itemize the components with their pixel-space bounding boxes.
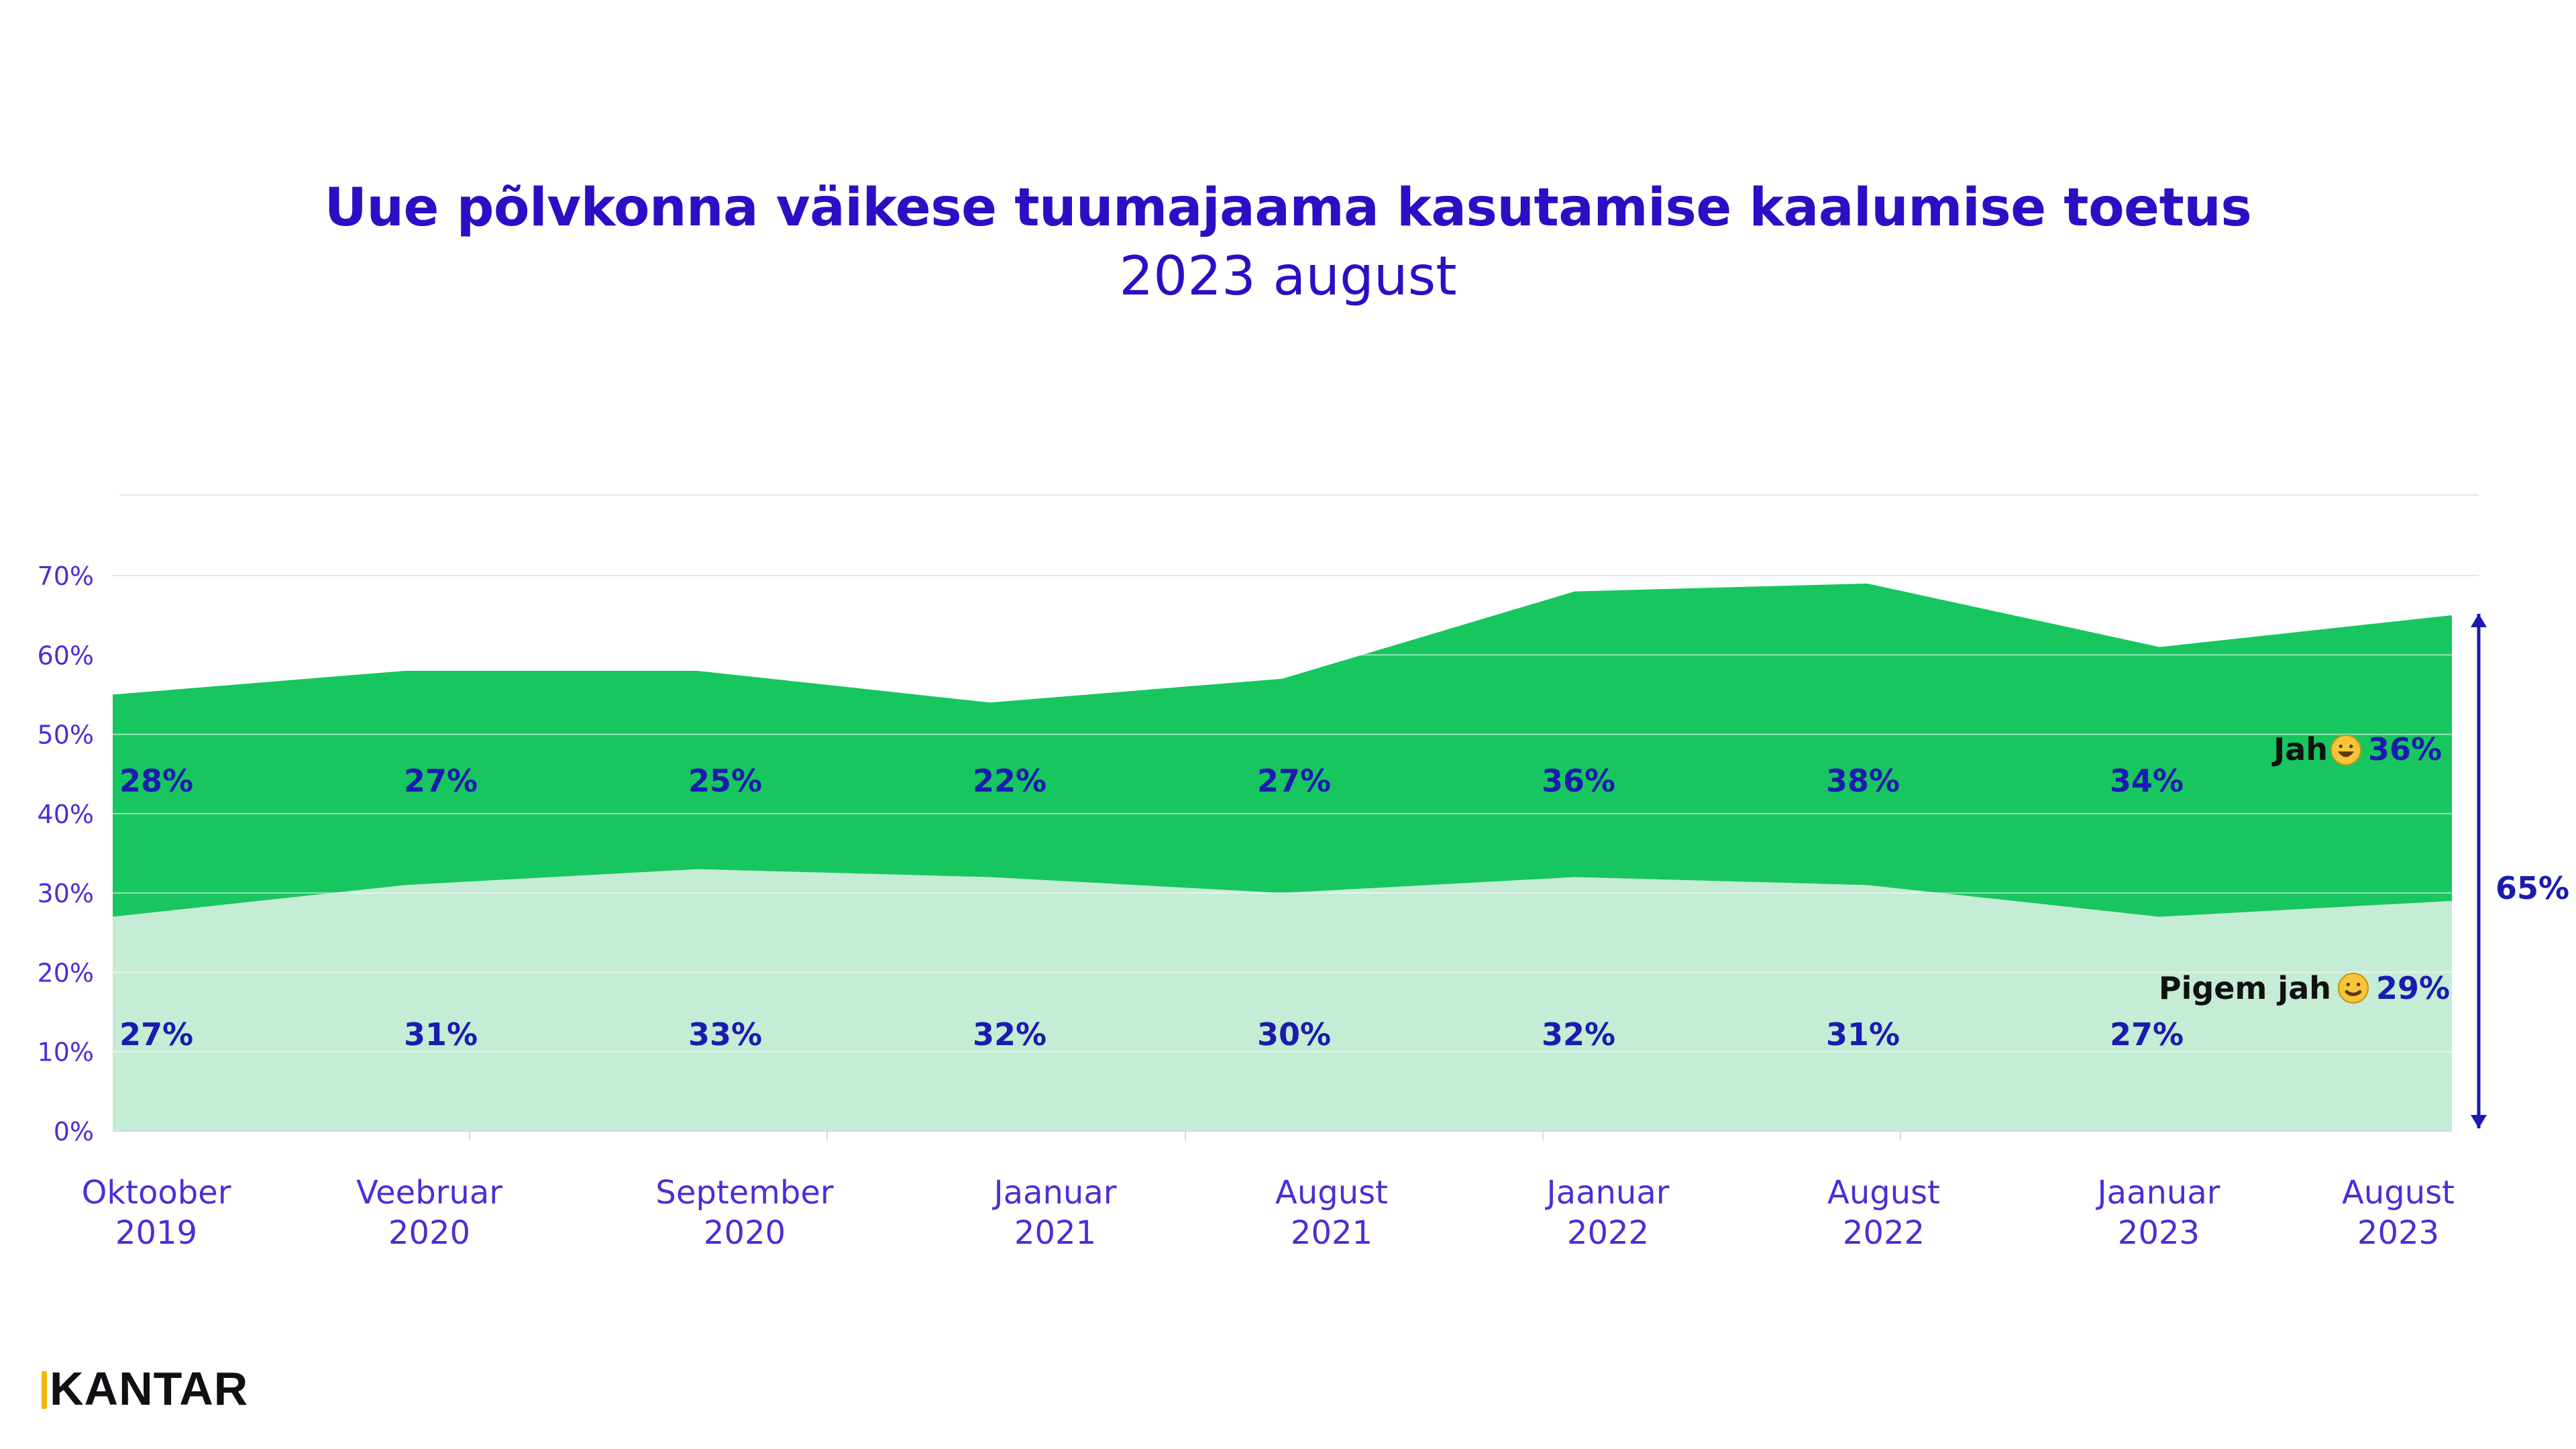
emoji-face — [2338, 973, 2369, 1004]
data-label-jah: 28% — [119, 763, 193, 799]
y-tick-label: 10% — [38, 1038, 94, 1067]
total-bracket-arrow-down — [2471, 1115, 2487, 1128]
y-tick-label: 20% — [38, 958, 94, 987]
grinning-emoji-icon — [2330, 735, 2361, 765]
data-label-pigem-jah: 32% — [1542, 1016, 1615, 1053]
data-label-pigem-jah-last: 29% — [2376, 970, 2450, 1006]
x-tick-label-month: August — [2342, 1174, 2455, 1212]
logo-accent-bar — [42, 1371, 47, 1409]
x-tick-label-month: Jaanuar — [992, 1174, 1117, 1212]
data-label-pigem-jah: 30% — [1257, 1016, 1331, 1053]
slight-smile-emoji-icon — [2338, 973, 2369, 1004]
data-label-pigem-jah: 27% — [119, 1016, 193, 1053]
x-tick-label-month: Veebruar — [356, 1174, 502, 1212]
y-tick-label: 50% — [38, 720, 94, 750]
x-tick-label-year: 2022 — [1843, 1214, 1925, 1252]
data-label-jah: 27% — [1257, 763, 1331, 799]
emoji-mouth — [2337, 751, 2355, 757]
data-label-jah: 34% — [2110, 763, 2184, 799]
emoji-face — [2330, 735, 2361, 765]
x-tick-label-year: 2019 — [115, 1214, 197, 1252]
x-tick-label-year: 2020 — [704, 1214, 786, 1252]
data-label-pigem-jah: 27% — [2110, 1016, 2184, 1053]
series-area-jah — [113, 583, 2452, 917]
kantar-logo: KANTAR — [42, 1362, 248, 1415]
x-tick-label-month: August — [1275, 1174, 1388, 1212]
x-tick-label-year: 2020 — [388, 1214, 470, 1252]
emoji-eye — [2349, 744, 2353, 749]
emoji-mouth — [2345, 990, 2362, 996]
total-bracket-arrow-up — [2471, 614, 2487, 627]
logo-text: KANTAR — [50, 1362, 249, 1415]
series-name-jah: Jah — [2271, 731, 2328, 767]
x-tick-label-year: 2023 — [2118, 1214, 2200, 1252]
data-label-jah: 25% — [688, 763, 762, 799]
data-label-pigem-jah: 32% — [973, 1016, 1046, 1053]
series-name-pigem-jah: Pigem jah — [2159, 970, 2331, 1006]
y-tick-label: 30% — [38, 879, 94, 908]
data-label-jah: 36% — [1542, 763, 1615, 799]
series-area-pigem-jah — [113, 869, 2452, 1131]
y-tick-label: 40% — [38, 800, 94, 829]
chart-subtitle: 2023 august — [1119, 245, 1457, 307]
total-label: 65% — [2496, 870, 2569, 906]
emoji-eye — [2339, 744, 2343, 749]
x-tick-label-month: Jaanuar — [2096, 1174, 2220, 1212]
data-label-jah: 27% — [404, 763, 478, 799]
data-label-pigem-jah: 33% — [688, 1016, 762, 1053]
emoji-eye — [2357, 982, 2361, 987]
x-tick-label-year: 2021 — [1014, 1214, 1096, 1252]
data-label-jah-last: 36% — [2368, 731, 2442, 767]
x-tick-label-year: 2022 — [1567, 1214, 1649, 1252]
emoji-eye — [2346, 982, 2350, 987]
data-label-jah: 38% — [1826, 763, 1900, 799]
y-tick-label: 60% — [38, 641, 94, 670]
x-tick-label-year: 2023 — [2357, 1214, 2439, 1252]
chart-title: Uue põlvkonna väikese tuumajaama kasutam… — [324, 178, 2252, 238]
x-tick-label-month: September — [655, 1174, 834, 1212]
x-tick-label-month: August — [1827, 1174, 1940, 1212]
x-tick-label-month: Oktoober — [82, 1174, 231, 1212]
x-tick-label-month: Jaanuar — [1545, 1174, 1670, 1212]
data-label-pigem-jah: 31% — [1826, 1016, 1900, 1053]
y-tick-label: 70% — [38, 561, 94, 591]
data-label-jah: 22% — [973, 763, 1046, 799]
x-tick-label-year: 2021 — [1291, 1214, 1373, 1252]
y-tick-label: 0% — [54, 1117, 94, 1146]
data-label-pigem-jah: 31% — [404, 1016, 478, 1053]
